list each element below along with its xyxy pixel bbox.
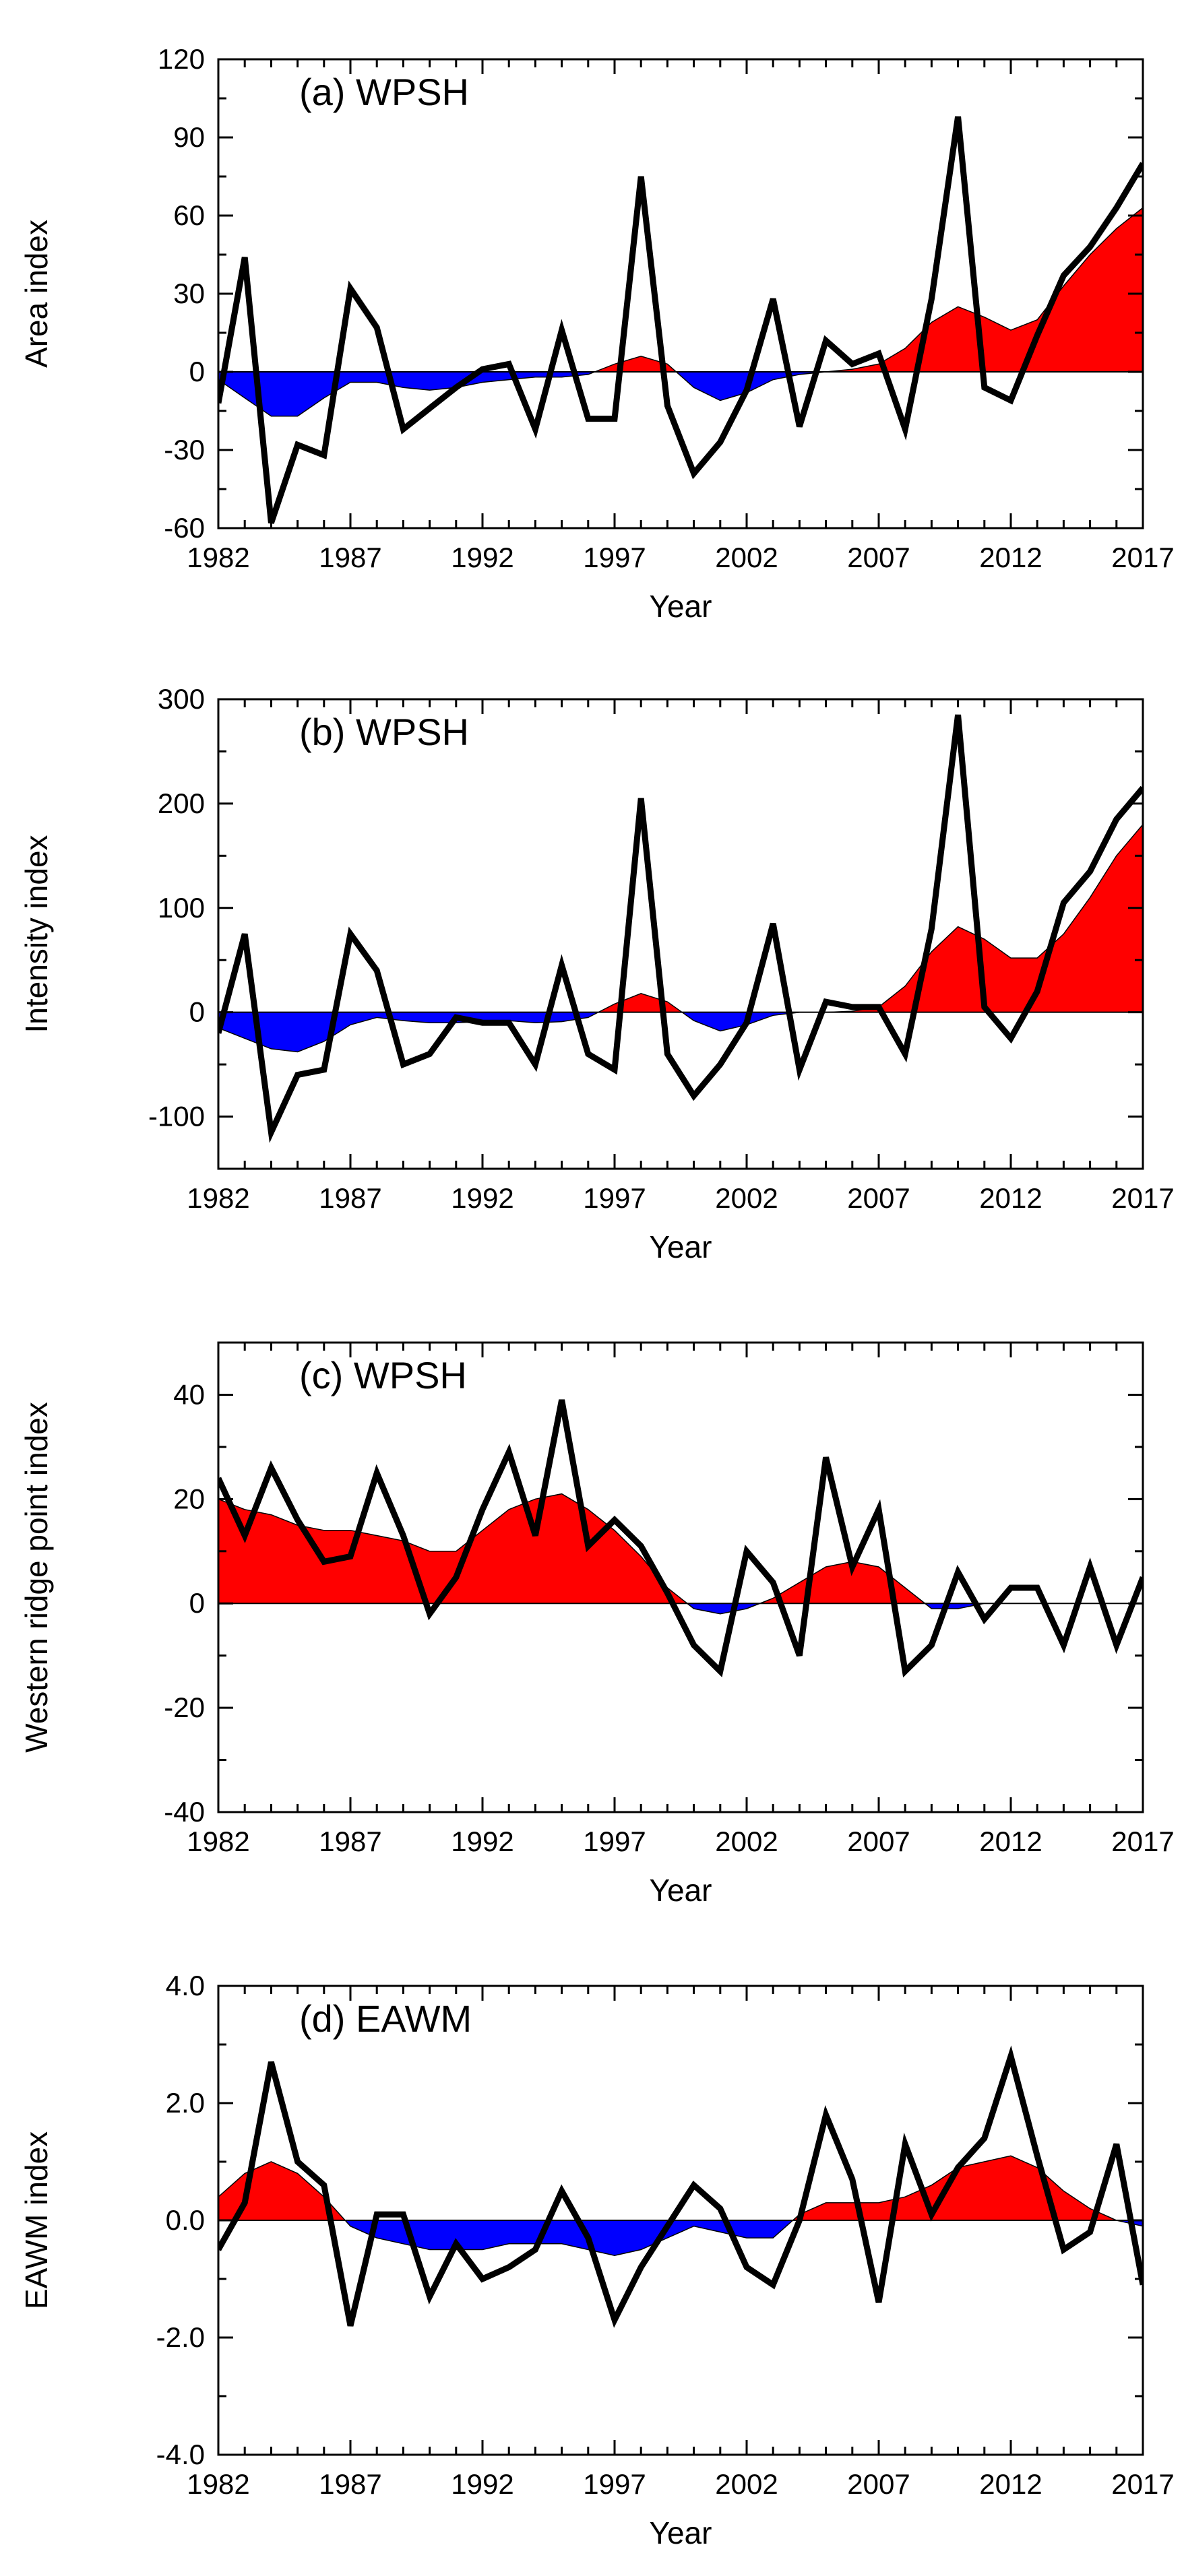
smoothed-area-positive [218,2156,1143,2220]
panel-title: (c) WPSH [299,1354,467,1396]
y-tick-label: 90 [173,121,205,153]
x-tick-label: 1982 [187,542,249,573]
x-tick-label: 1997 [583,542,646,573]
panel-c: 1982 1987 1992 1997 2002 2007 2012 2017 40 20 0 -20… [19,1341,1175,1908]
x-tick-label: 1997 [583,2468,646,2500]
y-tick-label: 120 [158,43,205,75]
x-tick-label: 1987 [319,2468,381,2500]
smoothed-area-negative [218,2220,1143,2256]
y-axis-title: Western ridge point index [19,1402,54,1753]
panel-title: (b) WPSH [299,711,469,753]
x-tick-label: 2012 [979,542,1042,573]
x-tick-label: 2007 [847,1826,910,1857]
y-tick-label: 0.0 [166,2204,205,2236]
x-tick-label: 2002 [715,1826,778,1857]
y-tick-label: 60 [173,199,205,231]
smoothed-area-positive [218,207,1143,372]
plot-frame [217,698,1144,1170]
y-tick-label: -60 [164,512,205,544]
x-tick-label: 2017 [1111,1182,1174,1214]
panels-container: 1982 1987 1992 1997 2002 2007 2012 2017 120 90 60 3… [19,43,1175,2550]
x-tick-label: 1992 [451,542,513,573]
y-axis-title: EAWM index [19,2131,54,2309]
y-tick-label: 2.0 [166,2087,205,2119]
x-axis-title: Year [650,2515,712,2550]
y-tick-label: -40 [164,1796,205,1828]
x-tick-label: 1987 [319,1826,381,1857]
y-tick-label: -20 [164,1692,205,1723]
y-tick-label: 0 [189,356,205,387]
smoothed-area-positive [598,824,1143,1012]
index-line [218,2045,1143,2328]
plot-frame [217,1341,1144,1813]
x-axis-title: Year [650,1229,712,1264]
y-tick-label: -2.0 [156,2321,205,2353]
y-tick-label: -100 [148,1101,205,1132]
y-axis-title: Area index [19,220,54,368]
x-tick-label: 1992 [451,2468,513,2500]
x-tick-label: 2017 [1111,2468,1174,2500]
smoothed-area-positive [218,1493,1143,1604]
x-tick-label: 2007 [847,2468,910,2500]
y-tick-label: 300 [158,683,205,715]
x-axis-title: Year [650,1873,712,1908]
panel-title: (d) EAWM [299,1997,472,2040]
plot-area [218,2045,1143,2328]
smoothed-outline [218,207,1143,417]
x-tick-label: 1987 [319,1182,381,1214]
index-line [218,714,1143,1143]
y-tick-label: 20 [173,1483,205,1514]
x-tick-label: 1992 [451,1826,513,1857]
y-tick-label: 0 [189,1587,205,1619]
y-tick-label: 0 [189,996,205,1028]
x-tick-label: 1982 [187,2468,249,2500]
y-tick-label: 100 [158,892,205,924]
panel-d: 1982 1987 1992 1997 2002 2007 2012 2017 4.0 2.0 0.… [19,1970,1175,2550]
x-tick-label: 1982 [187,1182,249,1214]
y-tick-label: -30 [164,434,205,465]
y-tick-label: -4.0 [156,2439,205,2470]
smoothed-area-negative [218,372,1143,416]
panel-b: 1982 1987 1992 1997 2002 2007 2012 2017 300 200 10… [19,683,1175,1264]
y-axis-title: Intensity index [19,835,54,1033]
x-tick-label: 2002 [715,542,778,573]
x-axis-title: Year [650,589,712,624]
y-tick-label: 4.0 [166,1970,205,2001]
x-tick-label: 2007 [847,1182,910,1214]
x-tick-label: 2007 [847,542,910,573]
y-tick-label: 200 [158,787,205,819]
x-tick-label: 1997 [583,1182,646,1214]
x-tick-label: 1992 [451,1182,513,1214]
x-tick-label: 2002 [715,1182,778,1214]
panel-title: (a) WPSH [299,71,469,113]
x-tick-label: 2017 [1111,1826,1174,1857]
panel-a: 1982 1987 1992 1997 2002 2007 2012 2017 120 90 60 3… [19,43,1175,624]
smoothed-outline [218,824,1143,1053]
y-tick-label: 40 [173,1378,205,1410]
x-tick-label: 2002 [715,2468,778,2500]
y-tick-label: 30 [173,278,205,309]
x-tick-label: 2012 [979,1182,1042,1214]
x-tick-label: 2012 [979,1826,1042,1857]
plot-area [218,116,1143,524]
x-tick-label: 2012 [979,2468,1042,2500]
plot-area [218,1399,1143,1678]
x-tick-label: 1997 [583,1826,646,1857]
index-line [218,1399,1143,1678]
index-line [218,116,1143,524]
x-tick-label: 2017 [1111,542,1174,573]
plot-area [218,714,1143,1143]
x-tick-label: 1987 [319,542,381,573]
x-tick-label: 1982 [187,1826,249,1857]
